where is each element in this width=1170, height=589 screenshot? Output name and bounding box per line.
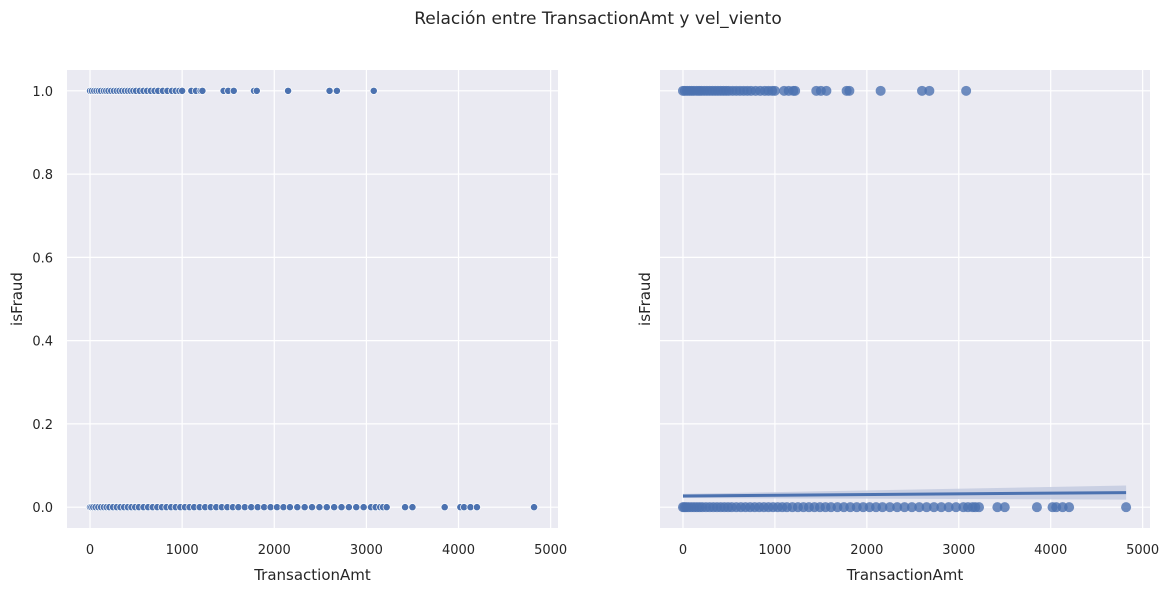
- left-scatter-point: [369, 86, 378, 95]
- right-scatter-point: [961, 85, 972, 96]
- left-x-tick-label: 2000: [258, 543, 291, 558]
- right-scatter-point: [914, 502, 925, 513]
- left-x-tick-label: 5000: [534, 543, 567, 558]
- left-x-axis-label: TransactionAmt: [253, 566, 371, 584]
- figure-title: Relación entre TransactionAmt y vel_vien…: [414, 9, 781, 29]
- right-scatter-point: [790, 85, 801, 96]
- left-scatter-point: [352, 503, 361, 512]
- right-scatter-point: [928, 502, 939, 513]
- left-scatter-point: [308, 503, 316, 512]
- left-y-tick-label: 1.0: [32, 85, 53, 100]
- right-scatter-point: [999, 502, 1010, 513]
- right-scatter-point: [1064, 502, 1075, 513]
- left-scatter-point: [178, 86, 187, 95]
- right-scatter-point: [875, 85, 886, 96]
- right-scatter-point: [921, 502, 932, 513]
- left-scatter-point: [229, 86, 238, 95]
- right-scatter-point: [943, 502, 954, 513]
- left-scatter-point: [440, 503, 449, 512]
- left-scatter-point: [337, 503, 346, 512]
- right-scatter-point: [936, 502, 947, 513]
- right-regression-plot: 0 1000 2000 3000 4000 5000 TransactionAmt isFra…: [636, 70, 1159, 584]
- left-scatter-point: [382, 503, 391, 512]
- right-x-tick-label: 3000: [942, 543, 975, 558]
- left-x-tick-label: 3000: [350, 543, 383, 558]
- left-y-tick-label: 0.6: [32, 251, 53, 266]
- left-x-tick-label: 1000: [166, 543, 199, 558]
- right-scatter-point: [899, 502, 910, 513]
- left-scatter-point: [198, 86, 207, 95]
- left-scatter-point: [325, 86, 334, 95]
- right-scatter-point: [1121, 502, 1132, 513]
- left-scatter-point: [322, 503, 331, 512]
- left-plot-area: [67, 70, 558, 528]
- left-y-axis-label: isFraud: [8, 272, 26, 326]
- right-plot-area: [660, 70, 1150, 528]
- left-y-tick-label: 0.8: [32, 168, 53, 183]
- left-scatter-point: [300, 503, 309, 512]
- left-scatter-point: [315, 503, 324, 512]
- right-x-axis-label: TransactionAmt: [846, 566, 964, 584]
- left-scatter-point: [408, 503, 417, 512]
- right-y-axis-label: isFraud: [636, 272, 654, 326]
- right-scatter-point: [769, 85, 780, 96]
- right-scatter-point: [974, 502, 985, 513]
- left-scatter-point: [401, 503, 410, 512]
- left-x-tick-label: 0: [86, 543, 94, 558]
- left-scatter-point: [330, 503, 339, 512]
- right-scatter-point: [844, 85, 855, 96]
- right-scatter-point: [924, 85, 935, 96]
- right-x-tick-label: 5000: [1126, 543, 1159, 558]
- left-scatter-point: [359, 503, 368, 512]
- right-scatter-point: [906, 502, 917, 513]
- left-scatter-point: [344, 503, 353, 512]
- left-scatter-point: [293, 503, 302, 512]
- right-scatter-point: [884, 502, 895, 513]
- right-scatter-point: [992, 502, 1003, 513]
- left-scatter-point: [472, 503, 481, 512]
- left-y-tick-label: 0.2: [32, 418, 53, 433]
- right-x-tick-label: 0: [679, 543, 687, 558]
- right-scatter-point: [821, 85, 832, 96]
- left-scatter-point: [285, 503, 294, 512]
- regression-line: [682, 491, 1127, 498]
- right-scatter-point: [951, 502, 962, 513]
- left-scatter-point: [530, 503, 538, 512]
- left-scatter-plot: 0 1000 2000 3000 4000 5000 0.0 0.2 0.4 0.6 0.8 1.0 T…: [8, 70, 567, 584]
- right-scatter-point: [877, 502, 888, 513]
- right-x-tick-label: 1000: [758, 543, 791, 558]
- right-scatter-point: [917, 85, 928, 96]
- right-scatter-point: [892, 502, 903, 513]
- left-scatter-point: [332, 86, 341, 95]
- left-y-tick-label: 0.0: [32, 501, 53, 516]
- left-x-tick-label: 4000: [442, 543, 475, 558]
- right-scatter-point: [1031, 502, 1042, 513]
- left-scatter-point: [284, 86, 293, 95]
- right-x-tick-label: 4000: [1034, 543, 1067, 558]
- right-x-tick-label: 2000: [850, 543, 883, 558]
- left-scatter-point: [252, 86, 261, 95]
- left-y-tick-label: 0.4: [32, 335, 53, 350]
